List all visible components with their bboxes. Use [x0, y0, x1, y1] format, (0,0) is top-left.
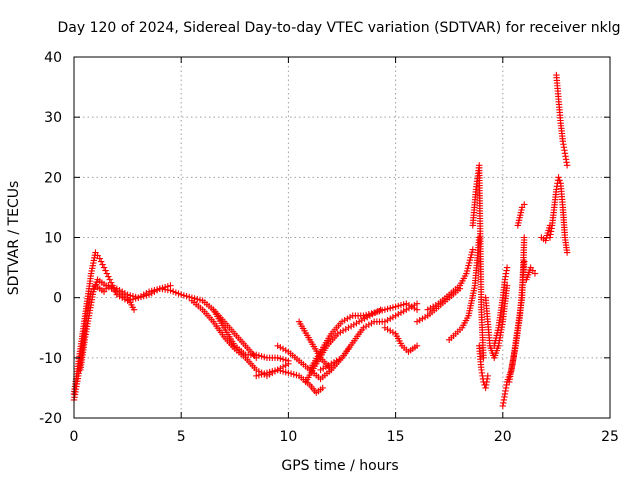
- data-point: [345, 345, 352, 353]
- series-track-19: [491, 264, 511, 349]
- data-point: [503, 264, 511, 271]
- data-point: [521, 258, 528, 265]
- data-point: [563, 162, 571, 169]
- chart-title: Day 120 of 2024, Sidereal Day-to-day VTE…: [58, 20, 621, 36]
- data-point: [521, 234, 528, 241]
- data-point: [531, 270, 539, 277]
- x-tick-label: 15: [387, 429, 405, 445]
- data-point: [563, 249, 571, 256]
- x-tick-label: 10: [279, 429, 297, 445]
- x-tick-label: 0: [70, 429, 79, 445]
- data-point: [377, 306, 384, 313]
- data-point: [456, 285, 464, 292]
- data-point: [103, 270, 111, 277]
- y-tick-label: 0: [53, 291, 62, 307]
- data-point: [413, 342, 421, 349]
- data-point: [476, 234, 483, 241]
- data-point: [109, 282, 116, 289]
- data-point: [480, 354, 487, 362]
- data-point: [413, 306, 421, 313]
- x-tick-label: 25: [601, 429, 619, 445]
- x-axis-ticks: 0 5 10 15 20 25: [70, 57, 619, 445]
- series-track-11: [317, 345, 352, 374]
- data-point: [100, 264, 108, 271]
- y-tick-label: 40: [44, 50, 62, 66]
- data-point: [102, 267, 109, 274]
- data-point: [107, 279, 115, 286]
- series-track-17: [476, 342, 491, 392]
- x-tick-label: 5: [177, 429, 186, 445]
- y-tick-label: 10: [44, 231, 62, 247]
- series-track-26: [538, 222, 554, 244]
- data-point: [106, 276, 113, 283]
- data-point: [130, 306, 138, 313]
- series-track-24: [546, 174, 571, 256]
- series-track-22: [514, 201, 528, 229]
- data-point: [484, 372, 491, 380]
- data-point: [469, 246, 476, 253]
- data-point: [285, 357, 292, 365]
- series-track-21: [506, 234, 528, 386]
- data-point: [167, 282, 174, 289]
- series-track-18: [482, 282, 511, 362]
- data-point: [96, 255, 103, 262]
- y-tick-label: -20: [39, 411, 62, 427]
- data-point: [97, 258, 105, 265]
- y-axis-title: SDTVAR / TECUs: [6, 181, 22, 296]
- data-point: [319, 384, 326, 392]
- series-track-12: [381, 324, 421, 356]
- data-point: [546, 222, 554, 229]
- series-track-14: [413, 285, 464, 325]
- data-point: [99, 261, 106, 268]
- y-tick-label: -10: [39, 351, 62, 367]
- series-track-8: [295, 300, 421, 374]
- series-track-3: [77, 276, 138, 374]
- data-point: [521, 201, 528, 208]
- x-tick-label: 20: [494, 429, 512, 445]
- data-point: [556, 177, 563, 184]
- x-axis-title: GPS time / hours: [281, 458, 398, 474]
- y-axis-ticks: -20 -10 0 10 20 30 40: [39, 50, 610, 427]
- series-track-25: [553, 71, 571, 169]
- data-points: [70, 71, 571, 410]
- series-track-15: [446, 234, 483, 343]
- y-tick-label: 20: [44, 170, 62, 186]
- grid: [74, 57, 610, 418]
- y-tick-label: 30: [44, 110, 62, 126]
- series-track-10: [302, 306, 384, 386]
- series-track-16: [469, 162, 487, 362]
- series-track-23: [523, 264, 539, 283]
- series-track-5: [210, 306, 292, 365]
- data-point: [555, 174, 562, 181]
- data-point: [413, 300, 421, 307]
- data-point: [105, 273, 112, 280]
